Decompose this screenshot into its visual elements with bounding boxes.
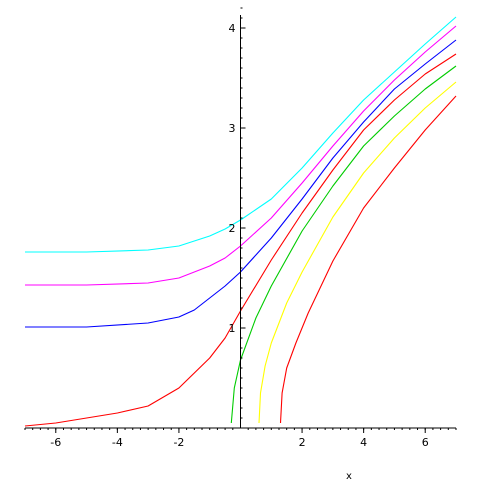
- curve-6: [258, 81, 457, 424]
- y-tick-label: 3: [229, 122, 236, 135]
- y-tick-label: 1: [229, 322, 236, 335]
- x-tick-label: -2: [173, 436, 184, 449]
- x-tick-label: 2: [299, 436, 306, 449]
- curve-4: [24, 53, 457, 427]
- curve-5: [230, 65, 457, 424]
- x-tick-label: -6: [50, 436, 61, 449]
- axes: -6 -4 -2 2 4 6 1 2 3 4: [24, 7, 457, 449]
- curve-7: [279, 95, 457, 424]
- x-tick-label: -4: [112, 436, 123, 449]
- x-tick-label: 6: [422, 436, 429, 449]
- curve-1: [25, 16, 457, 253]
- curve-2: [25, 25, 457, 286]
- y-tick-label: 4: [229, 22, 236, 35]
- major-ticks: -6 -4 -2 2 4 6 1 2 3 4: [50, 22, 428, 449]
- y-tick-label: 2: [229, 222, 236, 235]
- x-axis-title: x: [346, 471, 352, 482]
- x-tick-label: 4: [360, 436, 367, 449]
